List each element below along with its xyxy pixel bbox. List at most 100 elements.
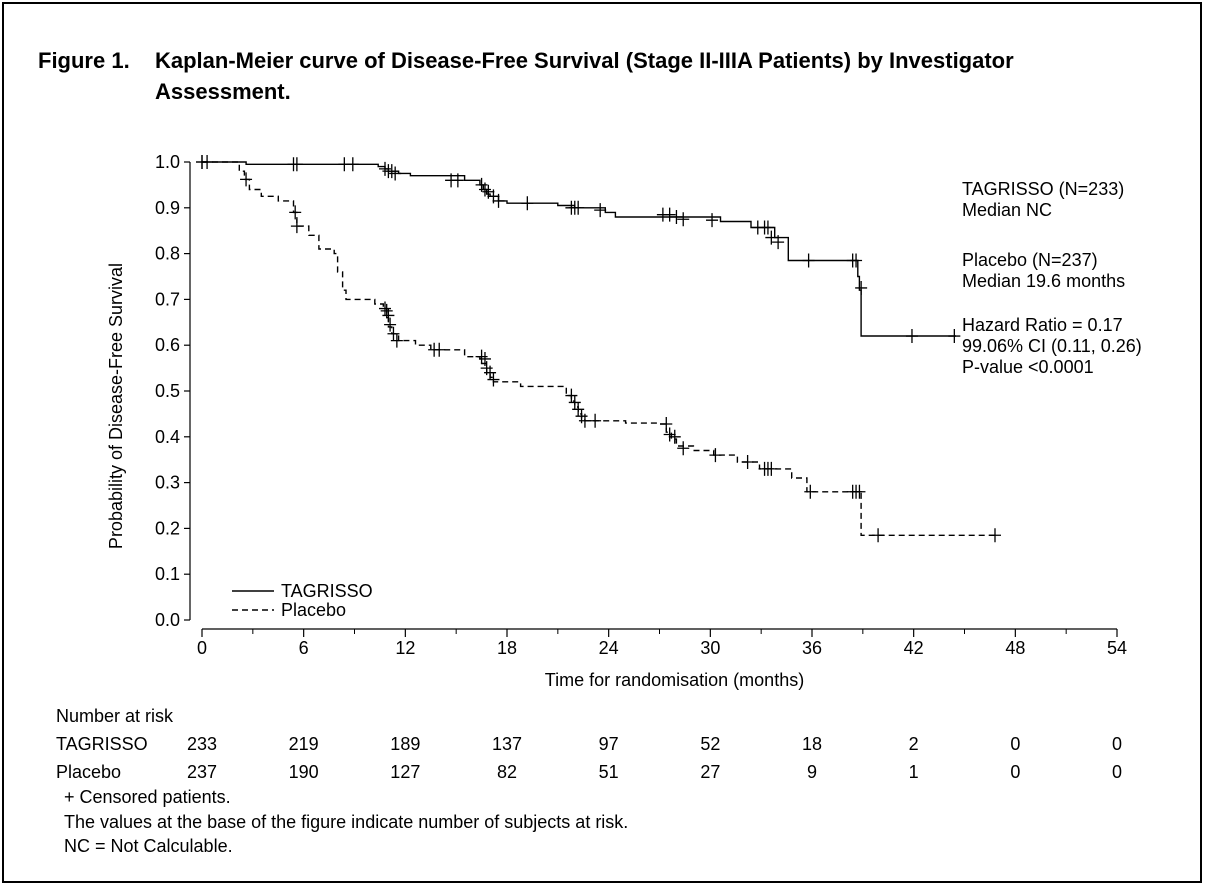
risk-value-tagrisso: 137 [491,734,523,754]
x-axis-title: Time for randomisation (months) [545,670,804,690]
x-tick-label: 0 [197,638,207,658]
x-tick-label: 48 [1005,638,1025,658]
legend-label-tagrisso: TAGRISSO [281,581,373,601]
risk-value-placebo: 9 [806,762,818,782]
censor-mark-tagrisso [451,173,464,188]
risk-row-label-tagrisso: TAGRISSO [56,734,148,754]
censor-mark-tagrisso [706,213,719,228]
censor-mark-placebo [741,454,754,469]
y-tick-label: 0.6 [155,335,180,355]
censor-mark-tagrisso [594,203,607,218]
annotation-line: Hazard Ratio = 0.17 [962,315,1123,335]
risk-value-placebo: 127 [390,762,421,782]
footnote-censored: + Censored patients. [64,787,231,807]
censor-mark-tagrisso [855,280,868,295]
risk-value-tagrisso: 52 [700,734,721,754]
risk-table-title: Number at risk [56,706,174,726]
censor-mark-tagrisso [385,164,398,179]
censor-mark-tagrisso [492,193,505,208]
censor-mark-placebo [487,372,500,387]
censor-mark-placebo [196,155,208,169]
x-tick-label: 42 [904,638,924,658]
censor-mark-tagrisso [572,200,585,215]
censor-mark-placebo [382,308,395,323]
x-tick-label: 54 [1107,638,1127,658]
y-tick-label: 0.2 [155,518,180,538]
y-tick-label: 0.3 [155,473,180,493]
censor-mark-placebo [804,484,817,499]
series-curve-placebo [202,161,995,536]
risk-value-tagrisso: 97 [598,734,619,754]
legend: TAGRISSO Placebo [232,581,373,620]
y-tick-label: 1.0 [155,152,180,172]
censor-mark-placebo [765,461,778,476]
y-tick-label: 0.0 [155,610,180,630]
censor-mark-tagrisso [765,230,778,245]
censor-mark-placebo [668,429,681,444]
footnote-at-risk: The values at the base of the figure ind… [64,812,629,832]
risk-value-tagrisso: 189 [390,734,421,754]
censor-mark-placebo [677,441,690,456]
risk-value-placebo: 237 [186,762,218,782]
censor-mark-placebo [433,342,446,357]
y-axis-title: Probability of Disease-Free Survival [106,263,126,549]
footnote-nc: NC = Not Calculable. [64,836,233,856]
risk-value-tagrisso: 233 [186,734,218,754]
censor-mark-placebo [289,205,302,220]
x-tick-label: 18 [497,638,517,658]
censor-mark-placebo [475,349,488,364]
censor-mark-tagrisso [850,253,863,268]
censor-mark-placebo [568,395,581,410]
censor-mark-placebo [709,448,722,463]
censor-mark-tagrisso [802,253,815,268]
annotation-line: Placebo (N=237) [962,250,1098,270]
censor-mark-placebo [853,484,866,499]
censor-mark-placebo [240,172,253,187]
censor-mark-placebo [478,351,491,366]
y-tick-label: 0.9 [155,198,180,218]
risk-value-tagrisso: 0 [1010,734,1021,754]
censor-marks [196,155,1001,543]
risk-value-placebo: 1 [908,762,919,782]
censor-mark-placebo [660,416,673,431]
figure-title-line-2: Assessment. [155,79,291,104]
x-tick-label: 24 [599,638,619,658]
figure-label: Figure 1. [38,48,130,73]
risk-value-placebo: 190 [288,762,319,782]
x-tick-label: 6 [299,638,309,658]
risk-value-tagrisso: 0 [1111,734,1123,754]
y-tick-label: 0.7 [155,289,180,309]
annotation-line: TAGRISSO (N=233) [962,179,1124,199]
risk-value-placebo: 27 [700,762,721,782]
censor-mark-placebo [663,427,676,442]
figure-title-line-1: Kaplan-Meier curve of Disease-Free Survi… [155,48,1014,73]
risk-value-tagrisso: 219 [288,734,319,754]
risk-value-tagrisso: 18 [801,734,823,754]
annotations: TAGRISSO (N=233)Median NC Placebo (N=237)… [962,179,1142,377]
annotation-line: 99.06% CI (0.11, 0.26) [962,336,1142,356]
censor-mark-tagrisso [670,209,683,224]
annotation-line: Median NC [962,200,1052,220]
censor-mark-placebo [290,219,303,234]
y-tick-label: 0.8 [155,244,180,264]
series-curve-tagrisso [202,161,956,337]
risk-value-placebo: 0 [1010,762,1021,782]
annotation-line: Median 19.6 months [962,271,1125,291]
risk-value-tagrisso: 2 [908,734,919,754]
risk-value-placebo: 0 [1111,762,1123,782]
censor-mark-tagrisso [346,157,359,172]
x-tick-label: 12 [395,638,415,658]
censor-mark-placebo [578,413,591,428]
censor-mark-tagrisso [663,207,676,222]
censor-mark-tagrisso [290,157,303,172]
risk-value-placebo: 51 [598,762,619,782]
legend-label-placebo: Placebo [281,600,346,620]
axes: 0.0 0.1 0.2 0.3 0.4 0.5 0.6 0.7 0.8 0.9 1.0 0 6 12 18 2… [106,152,1127,690]
censor-mark-placebo [565,388,578,403]
censor-mark-tagrisso [389,166,402,181]
y-tick-label: 0.5 [155,381,180,401]
censor-mark-tagrisso [521,196,534,211]
censor-mark-tagrisso [948,329,961,344]
